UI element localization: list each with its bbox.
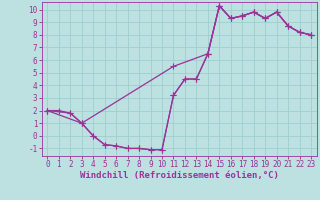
X-axis label: Windchill (Refroidissement éolien,°C): Windchill (Refroidissement éolien,°C) (80, 171, 279, 180)
